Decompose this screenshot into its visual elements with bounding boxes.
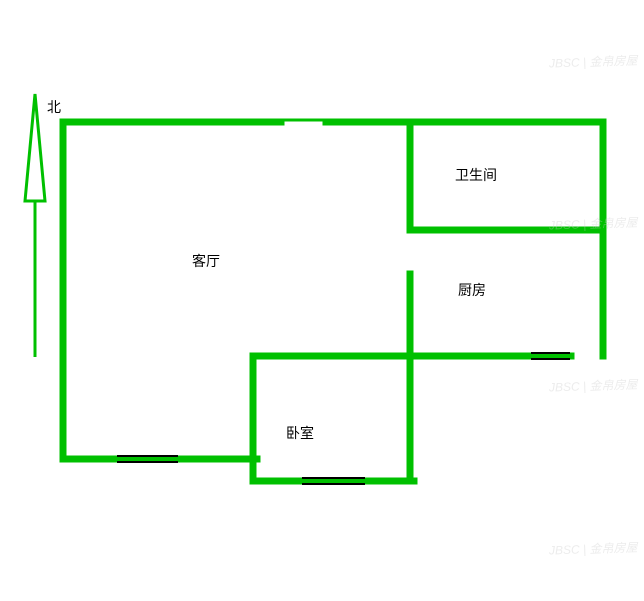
room-label-bedroom: 卧室 — [286, 423, 314, 443]
room-label-kitchen: 厨房 — [458, 280, 486, 300]
room-label-living: 客厅 — [192, 251, 220, 271]
floor-plan-svg — [0, 0, 644, 601]
room-label-bath: 卫生间 — [455, 165, 497, 185]
north-label: 北 — [47, 97, 61, 117]
north-arrow-head — [25, 94, 45, 201]
